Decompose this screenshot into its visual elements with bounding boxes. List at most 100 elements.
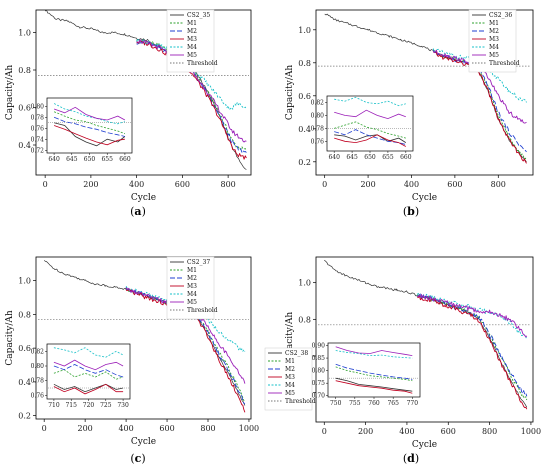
inset-x-tick-label: 730: [117, 402, 129, 409]
x-tick-label: 800: [200, 424, 215, 433]
inset-y-tick-label: 0.78: [31, 114, 45, 121]
panel-d: 020040060080010000.40.60.81.0CycleCapaci…: [264, 256, 541, 465]
inset-series-m2: [335, 363, 413, 380]
x-tick-label: 0: [322, 427, 327, 436]
legend-item: Threshold: [170, 60, 218, 67]
plot-frame: [35, 9, 252, 176]
inset-x-tick-label: 655: [382, 154, 394, 161]
x-tick-label: 400: [118, 424, 133, 433]
legend-label: M1: [489, 20, 499, 27]
x-tick-label: 600: [447, 180, 462, 189]
legend-item: Threshold: [170, 307, 218, 314]
y-tick-label: 0.6: [18, 344, 31, 353]
inset-series-m1: [335, 366, 413, 382]
inset-y-tick-label: 0.76: [31, 392, 45, 399]
plot-frame: [315, 9, 534, 176]
x-axis-label: Cycle: [131, 193, 156, 203]
legend-label: Threshold: [187, 307, 218, 314]
x-tick-label: 0: [42, 424, 47, 433]
inset-series-m3: [334, 134, 406, 147]
legend-label: Threshold: [489, 60, 520, 67]
y-tick-label: 1.0: [298, 26, 311, 35]
x-tick-label: 600: [441, 427, 456, 436]
x-tick-label: 400: [404, 180, 419, 189]
x-axis-label: Cycle: [131, 437, 156, 447]
x-tick-label: 200: [83, 180, 98, 189]
legend-item: M1: [170, 20, 197, 27]
inset-y-tick-label: 0.80: [312, 368, 326, 375]
inset-y-tick-label: 0.80: [311, 112, 325, 119]
y-tick-label: 0.8: [18, 66, 31, 75]
inset-series-m5: [53, 106, 126, 121]
inset-frame: [327, 342, 421, 398]
legend-item: M4: [170, 44, 197, 51]
inset-series-cs2_37: [53, 383, 124, 393]
legend-label: M2: [285, 366, 295, 373]
inset-series-m3: [335, 380, 413, 394]
inset-x-tick-label: 750: [330, 400, 342, 407]
inset-series-cs2_38: [335, 377, 413, 392]
panel-label: (b): [403, 205, 419, 218]
inset-x-tick-label: 760: [368, 400, 380, 407]
inset-series-m4: [53, 347, 124, 358]
panel-b: 0 200 400 600 800 0.2 0.4 0.6 0.8 1.0 Cycle Capacit…: [285, 9, 534, 218]
inset-x-tick-label: 725: [100, 402, 112, 409]
inset-series-m4: [53, 103, 126, 125]
inset-y-tick-label: 0.75: [312, 380, 326, 387]
x-tick-label: 800: [220, 180, 235, 189]
inset-series-cs2_36: [334, 134, 407, 143]
legend-item: M2: [170, 28, 197, 35]
legend-item: CS2_37: [170, 259, 210, 266]
x-axis-label: Cycle: [412, 440, 437, 450]
series-line-m3: [433, 51, 527, 164]
inset-y-tick-label: 0.80: [31, 363, 45, 370]
y-tick-label: 1.0: [18, 29, 31, 38]
inset-series-m2: [53, 364, 124, 378]
legend-item: CS2_35: [170, 12, 210, 19]
legend-frame: [166, 256, 215, 320]
inset-x-tick-label: 640: [328, 154, 340, 161]
legend-frame: [468, 9, 517, 73]
legend-label: M3: [489, 36, 499, 43]
legend-item: M2: [268, 366, 295, 373]
inset-plot: 710 715 720 725 730 0.76 0.78 0.80 0.82: [31, 343, 131, 409]
legend-label: M1: [187, 20, 197, 27]
inset-x-tick-label: 710: [48, 402, 60, 409]
panel-letter: b: [407, 205, 415, 218]
inset-x-tick-label: 765: [387, 400, 399, 407]
legend-label: M5: [187, 299, 197, 306]
panel-letter: a: [134, 205, 141, 218]
inset-y-tick-label: 0.82: [311, 99, 325, 106]
inset-x-tick-label: 650: [364, 154, 376, 161]
y-tick-label: 0.8: [18, 310, 31, 319]
x-tick-label: 600: [159, 424, 174, 433]
inset-y-tick-label: 0.80: [31, 103, 45, 110]
legend-item: Threshold: [268, 398, 316, 405]
legend-item: M1: [170, 267, 197, 274]
y-tick-label: 0.6: [18, 104, 31, 113]
inset-series-m3: [53, 125, 125, 146]
inset-x-tick-label: 650: [84, 156, 96, 163]
legend-label: M3: [187, 36, 197, 43]
legend-item: M2: [170, 275, 197, 282]
legend-item: M4: [268, 382, 295, 389]
legend-label: M5: [489, 52, 499, 59]
legend-label: Threshold: [285, 398, 316, 405]
y-tick-label: 0.8: [298, 59, 311, 68]
y-tick-label: 0.4: [18, 378, 31, 387]
inset-y-tick-label: 0.82: [31, 348, 45, 355]
legend-label: M4: [187, 44, 197, 51]
series-line-m1: [416, 293, 528, 401]
inset-x-tick-label: 640: [48, 156, 60, 163]
inset-y-tick-label: 0.78: [31, 378, 45, 385]
x-tick-label: 0: [43, 180, 48, 189]
panel-label: (c): [130, 452, 145, 465]
legend-label: M5: [187, 52, 197, 59]
legend-item: CS2_36: [472, 12, 512, 19]
legend-label: M4: [187, 291, 197, 298]
inset-x-tick-label: 645: [66, 156, 78, 163]
y-tick-label: 1.0: [298, 279, 311, 288]
